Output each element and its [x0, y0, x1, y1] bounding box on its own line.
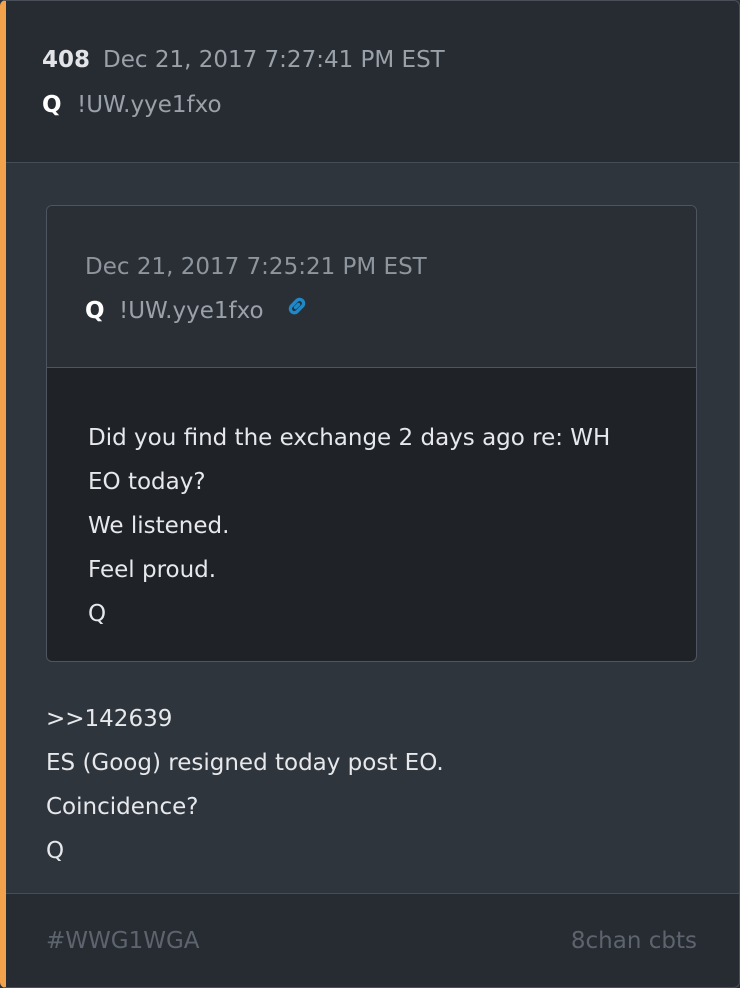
author-name: Q	[42, 92, 62, 118]
post-body: >>142639 ES (Goog) resigned today post E…	[46, 697, 696, 873]
post-line: Q	[46, 838, 65, 864]
quoted-post-body: Did you find the exchange 2 days ago re:…	[88, 416, 658, 636]
post-line: Coincidence?	[46, 794, 199, 820]
post-number: 408	[42, 47, 91, 73]
quoted-post-timestamp: Dec 21, 2017 7:25:21 PM EST	[85, 254, 427, 280]
post-line: ES (Goog) resigned today post EO.	[46, 750, 444, 776]
hashtag-link[interactable]: #WWG1WGA	[46, 928, 200, 954]
quoted-post-line: Feel proud.	[88, 557, 217, 583]
quoted-post-tripcode: !UW.yye1fxo	[119, 298, 264, 324]
quoted-post: Dec 21, 2017 7:25:21 PM EST Q !UW.yye1fx…	[46, 205, 697, 662]
source-link[interactable]: 8chan cbts	[570, 928, 697, 954]
quoted-post-line: We listened.	[88, 513, 230, 539]
quoted-post-header: Dec 21, 2017 7:25:21 PM EST Q !UW.yye1fx…	[47, 206, 696, 368]
quoted-post-author: Q	[85, 298, 105, 324]
quoted-post-line: Did you find the exchange 2 days ago re:…	[88, 425, 611, 451]
post-header: 408 Dec 21, 2017 7:27:41 PM EST Q !UW.yy…	[6, 1, 739, 163]
post-footer: #WWG1WGA 8chan cbts	[6, 893, 739, 987]
link-icon[interactable]	[283, 292, 311, 320]
post-timestamp: Dec 21, 2017 7:27:41 PM EST	[103, 47, 445, 73]
author-tripcode: !UW.yye1fxo	[77, 92, 222, 118]
post-reference-link[interactable]: >>142639	[46, 706, 173, 732]
quoted-post-line: Q	[88, 601, 107, 627]
quoted-post-line: EO today?	[88, 469, 206, 495]
